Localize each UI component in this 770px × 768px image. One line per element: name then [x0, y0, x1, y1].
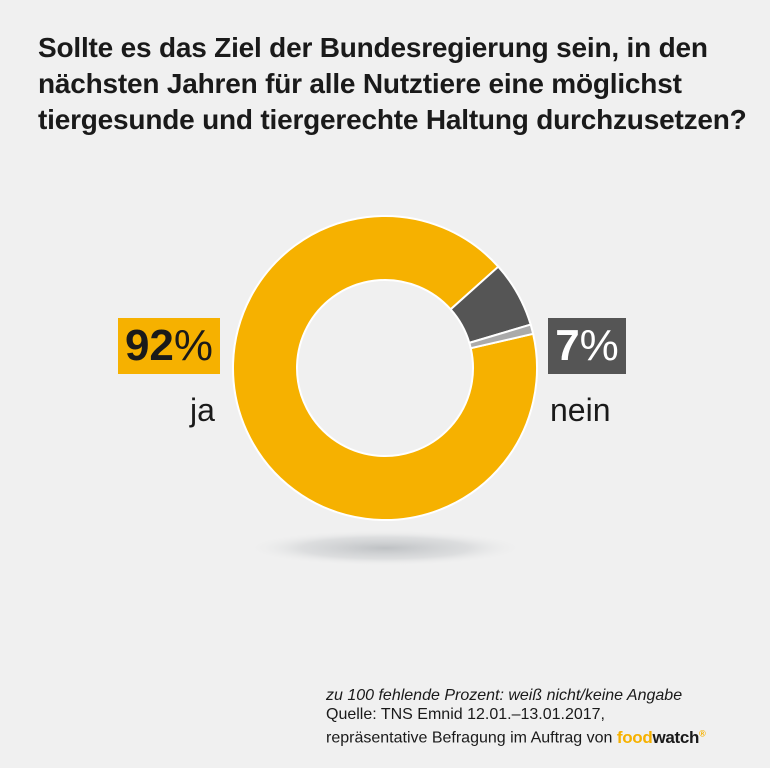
footnote-note: zu 100 fehlende Prozent: weiß nicht/kein…	[326, 687, 683, 704]
data-label-nein-unit: %	[579, 321, 619, 370]
foodwatch-logo: foodwatch®	[617, 728, 706, 747]
logo-part-food: food	[616, 727, 653, 747]
donut-slice-ja	[232, 215, 538, 521]
donut-slice-other	[468, 323, 535, 350]
category-label-nein: nein	[550, 392, 611, 428]
data-label-ja: 92%	[118, 318, 220, 374]
data-label-ja-value: 92	[124, 321, 174, 370]
footnote-method: repräsentative Befragung im Auftrag von …	[326, 724, 706, 748]
data-label-nein-value: 7	[555, 321, 580, 370]
logo-part-watch: watch	[652, 727, 700, 747]
data-label-nein: 7%	[548, 318, 626, 374]
data-label-ja-unit: %	[173, 321, 214, 370]
donut-shadow	[245, 530, 525, 566]
title-line-3: tiergesunde und tiergerechte Haltung dur…	[38, 104, 747, 135]
category-label-ja: ja	[190, 392, 215, 428]
title-line-1: Sollte es das Ziel der Bundesregierung s…	[38, 32, 708, 63]
title-line-2: nächsten Jahren für alle Nutztiere eine …	[38, 68, 682, 99]
footnote-method-text: repräsentative Befragung im Auftrag von	[326, 729, 613, 747]
logo-registered-icon: ®	[699, 728, 706, 738]
footnote: zu 100 fehlende Prozent: weiß nicht/kein…	[326, 686, 706, 748]
footnote-source: Quelle: TNS Emnid 12.01.–13.01.2017,	[326, 706, 605, 723]
chart-title: Sollte es das Ziel der Bundesregierung s…	[38, 30, 748, 138]
